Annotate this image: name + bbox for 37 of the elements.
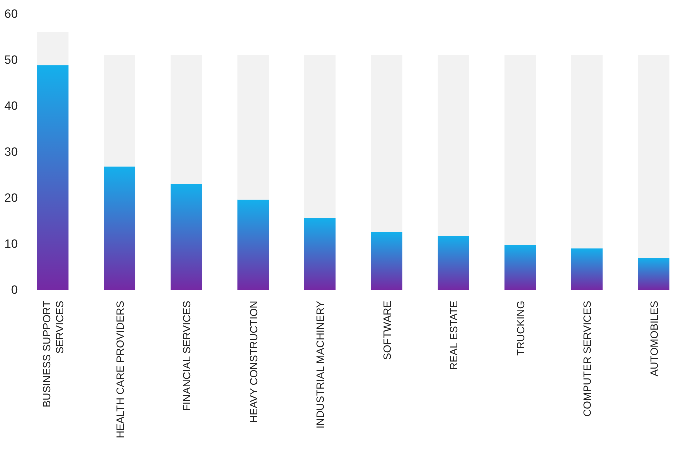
bar <box>438 55 470 236</box>
y-tick-label: 30 <box>4 144 18 159</box>
y-tick-label: 50 <box>4 52 18 67</box>
x-tick-label: REAL ESTATE <box>448 301 461 370</box>
x-tick-label: COMPUTER SERVICES <box>582 301 594 417</box>
x-tick-label: TRUCKING <box>515 301 528 356</box>
y-tick-label: 0 <box>11 282 18 297</box>
x-tick-label: INDUSTRIAL MACHINERY <box>315 301 328 429</box>
bar <box>438 236 470 290</box>
x-tick-label: HEAVY CONSTRUCTION <box>248 301 260 424</box>
bar <box>238 55 270 200</box>
bar <box>37 66 69 290</box>
bar <box>504 245 536 290</box>
y-tick-label: 60 <box>4 6 18 21</box>
bar <box>170 184 202 290</box>
x-tick-label: HEALTH CARE PROVIDERS <box>114 301 127 438</box>
bar <box>304 55 336 218</box>
bar <box>638 55 670 258</box>
bar <box>37 32 69 66</box>
y-tick-label: 20 <box>4 190 18 205</box>
bar <box>638 258 670 290</box>
bar <box>104 166 136 290</box>
bar <box>504 55 536 246</box>
y-tick-label: 40 <box>4 98 18 113</box>
bar <box>371 55 403 232</box>
bar <box>371 232 403 290</box>
x-tick-label: BUSINESS SUPPORT SERVICES <box>42 300 67 408</box>
bar <box>104 55 136 167</box>
bar <box>571 248 603 290</box>
y-tick-label: 10 <box>4 236 18 251</box>
bar <box>170 55 202 184</box>
x-tick-label: AUTOMOBILES <box>648 301 661 377</box>
x-tick-label: FINANCIAL SERVICES <box>182 301 194 412</box>
bar <box>238 200 270 290</box>
bar <box>571 55 603 249</box>
x-tick-label: SOFTWARE <box>382 301 394 360</box>
bar <box>304 218 336 290</box>
